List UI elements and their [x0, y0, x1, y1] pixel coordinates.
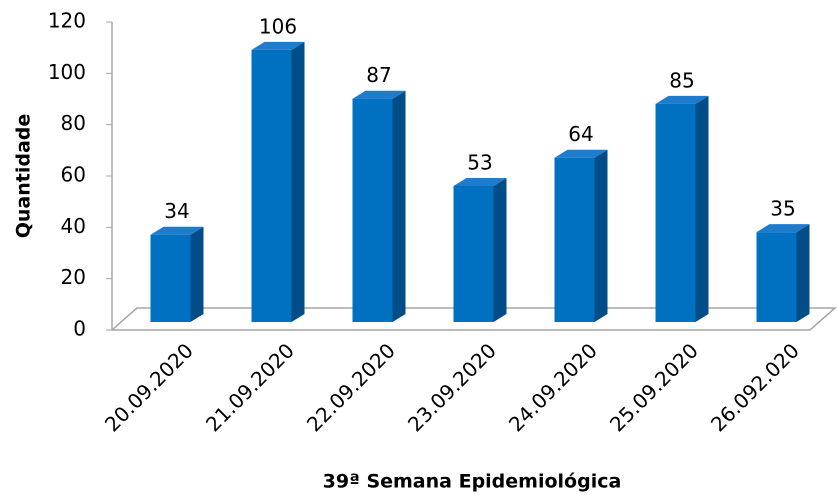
- x-tick-label: 21.09.2020: [201, 338, 299, 436]
- x-tick-label: 20.09.2020: [100, 338, 198, 436]
- bar-side: [190, 226, 204, 322]
- bar-side: [392, 90, 406, 322]
- y-tick-label: 120: [48, 9, 86, 33]
- x-tick-label: 24.09.2020: [504, 338, 602, 436]
- bar: [756, 232, 797, 322]
- bar: [554, 157, 595, 322]
- bar-top: [352, 90, 406, 99]
- x-tick-label: 22.09.2020: [302, 338, 400, 436]
- x-tick-label: 26.092.020: [706, 338, 804, 436]
- bar-side: [291, 41, 305, 322]
- data-label: 87: [366, 63, 391, 87]
- bar: [251, 49, 292, 322]
- bar: [352, 98, 393, 322]
- data-label: 35: [770, 197, 795, 221]
- y-tick-label: 80: [61, 111, 86, 135]
- bar-top: [453, 177, 507, 186]
- bar-side: [594, 149, 608, 322]
- bar-top: [756, 224, 810, 233]
- y-tick-label: 40: [61, 214, 86, 238]
- bar-side: [796, 224, 810, 322]
- bar: [655, 103, 696, 322]
- bar-top: [251, 41, 305, 50]
- bar-top: [150, 226, 204, 235]
- data-label: 34: [164, 199, 189, 223]
- bar: [150, 234, 191, 322]
- y-tick-label: 60: [61, 163, 86, 187]
- bar-top: [554, 149, 608, 158]
- y-tick-label: 20: [61, 265, 86, 289]
- x-axis-title: 39ª Semana Epidemiológica: [323, 471, 622, 493]
- bar-side: [493, 177, 507, 322]
- y-tick-label: 0: [73, 317, 86, 341]
- x-tick-label: 23.09.2020: [403, 338, 501, 436]
- bar-top: [655, 95, 709, 104]
- y-axis-title: Quantidade: [13, 114, 35, 239]
- bar-side: [695, 95, 709, 322]
- y-tick-label: 100: [48, 60, 86, 84]
- data-label: 53: [467, 150, 492, 174]
- data-label: 85: [669, 68, 694, 92]
- data-label: 106: [259, 14, 297, 38]
- x-tick-label: 25.09.2020: [605, 338, 703, 436]
- bar: [453, 185, 494, 322]
- data-label: 64: [568, 122, 593, 146]
